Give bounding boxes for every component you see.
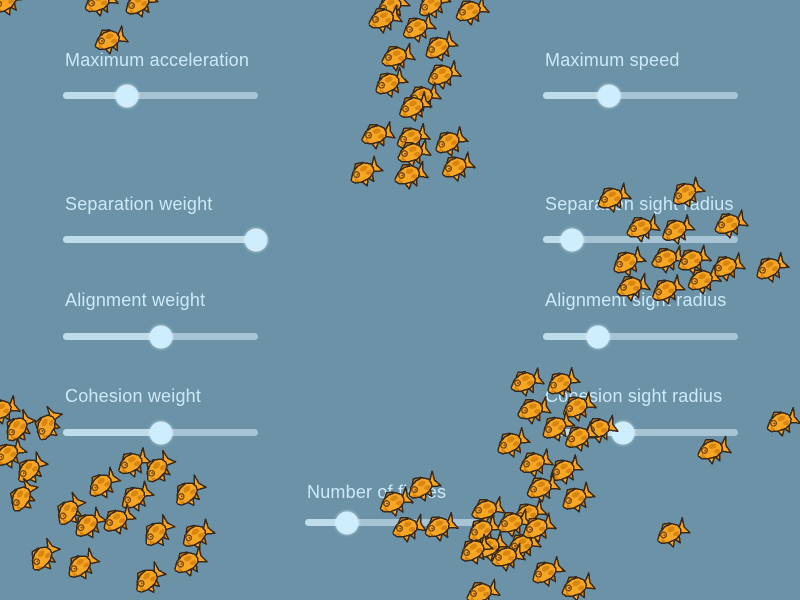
slider-label-number-of-fishes: Number of fishes bbox=[307, 482, 447, 502]
slider-track-maximum-speed[interactable] bbox=[543, 84, 738, 107]
slider-label-maximum-acceleration: Maximum acceleration bbox=[65, 50, 250, 70]
slider-fill-maximum-speed bbox=[543, 92, 610, 99]
slider-thumb-separation-weight[interactable] bbox=[244, 228, 268, 251]
slider-track-cohesion-sight-radius[interactable] bbox=[543, 421, 738, 444]
slider-label-cohesion-sight-radius: Cohesion sight radius bbox=[545, 386, 723, 406]
slider-thumb-maximum-speed[interactable] bbox=[597, 84, 621, 107]
slider-thumb-alignment-weight[interactable] bbox=[149, 325, 172, 348]
slider-thumb-cohesion-sight-radius[interactable] bbox=[611, 421, 635, 444]
slider-track-cohesion-weight[interactable] bbox=[63, 421, 258, 444]
slider-thumb-separation-sight-radius[interactable] bbox=[560, 228, 584, 251]
slider-fill-maximum-acceleration bbox=[63, 92, 128, 99]
slider-thumb-number-of-fishes[interactable] bbox=[335, 511, 359, 534]
slider-thumb-maximum-acceleration[interactable] bbox=[115, 84, 139, 107]
slider-label-separation-sight-radius: Separation sight radius bbox=[545, 194, 734, 214]
slider-track-separation-weight[interactable] bbox=[63, 228, 268, 251]
slider-thumb-alignment-sight-radius[interactable] bbox=[586, 325, 610, 348]
slider-thumb-cohesion-weight[interactable] bbox=[149, 421, 172, 444]
slider-track-alignment-sight-radius[interactable] bbox=[543, 325, 738, 348]
slider-fill-separation-sight-radius bbox=[543, 236, 573, 243]
slider-fill-alignment-weight bbox=[63, 333, 161, 340]
slider-fill-number-of-fishes bbox=[305, 519, 347, 526]
slider-label-cohesion-weight: Cohesion weight bbox=[65, 386, 202, 406]
slider-label-alignment-weight: Alignment weight bbox=[65, 290, 206, 310]
slider-track-separation-sight-radius[interactable] bbox=[543, 228, 738, 251]
slider-track-alignment-weight[interactable] bbox=[63, 325, 258, 348]
slider-track-number-of-fishes[interactable] bbox=[305, 511, 479, 534]
slider-label-alignment-sight-radius: Alignment sight radius bbox=[545, 290, 727, 310]
slider-label-separation-weight: Separation weight bbox=[65, 194, 213, 214]
slider-fill-alignment-sight-radius bbox=[543, 333, 598, 340]
slider-fill-separation-weight bbox=[63, 236, 257, 243]
slider-label-maximum-speed: Maximum speed bbox=[545, 50, 680, 70]
slider-track-maximum-acceleration[interactable] bbox=[63, 84, 258, 107]
slider-fill-cohesion-weight bbox=[63, 429, 161, 436]
